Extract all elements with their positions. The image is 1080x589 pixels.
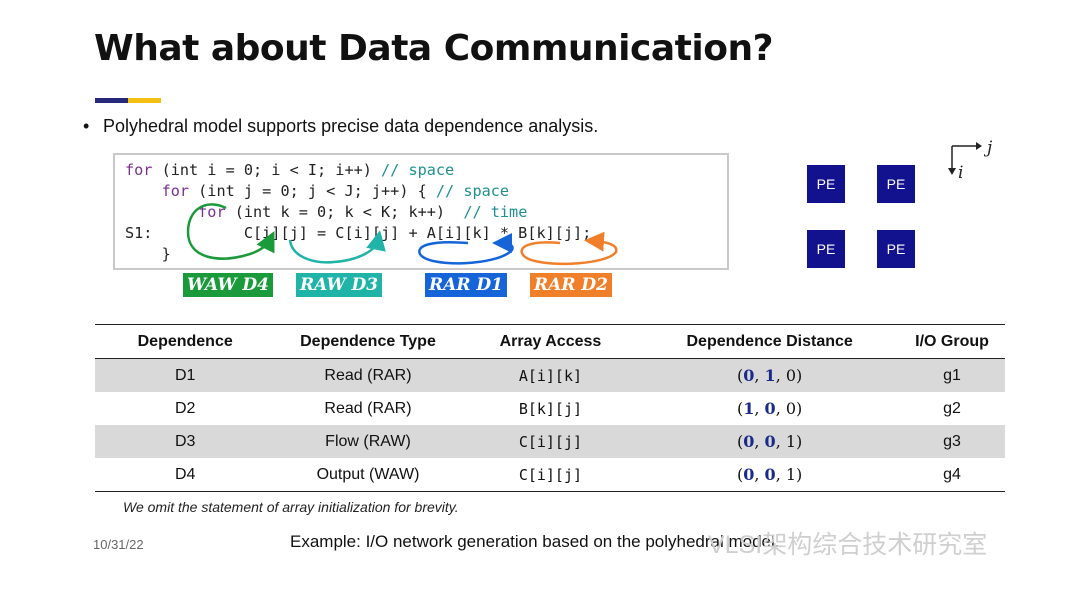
bullet-dot: • [83,116,90,136]
cell-dependence: D2 [174,399,196,417]
cell-type: Flow (RAW) [275,425,461,458]
cell-io-group: g2 [943,399,961,417]
code-comment: // time [463,203,528,221]
code-line-4: S1: C[i][j] = C[i][j] + A[i][k] * B[k][j… [125,224,592,242]
slide-title: What about Data Communication? [94,28,773,69]
code-line-2: (int j = 0; j < J; j++) { [189,182,436,200]
slide-caption: Example: I/O network generation based on… [290,532,780,551]
code-block: for (int i = 0; i < I; i++) // space for… [113,153,729,270]
code-line-3: (int k = 0; k < K; k++) [225,203,464,221]
code-line-5: } [125,245,171,263]
footnote: We omit the statement of array initializ… [123,499,459,515]
bullet-text: Polyhedral model supports precise data d… [103,116,599,136]
header-dependence-type: Dependence Type [275,324,461,359]
cell-type: Output (WAW) [275,458,461,492]
header-dependence-distance: Dependence Distance [640,324,900,359]
pe-block: PE [807,230,845,268]
cell-io-group: g3 [899,425,1005,458]
table-row: D1 Read (RAR) A[i][k] (0, 1, 0) g1 [95,358,1005,392]
pe-block: PE [877,230,915,268]
code-line-1: (int i = 0; i < I; i++) [152,161,382,179]
dep-label-rar-d1: RAR D1 [425,273,507,297]
cell-access: C[i][j] [460,458,641,492]
table-row: D2 Read (RAR) B[k][j] (1, 0, 0) g2 [95,392,1005,425]
code-comment: // space [435,182,510,200]
cell-access: A[i][k] [460,358,641,392]
pe-block: PE [877,165,915,203]
code-comment: // space [381,161,455,179]
table-row: D4 Output (WAW) C[i][j] (0, 0, 1) g4 [95,458,1005,492]
cell-distance: (1, 0, 0) [736,399,803,418]
cell-distance: (0, 0, 1) [640,458,900,492]
cell-distance: (0, 1, 0) [640,358,900,392]
code-keyword: for [198,203,226,221]
cell-distance: (0, 0, 1) [640,425,900,458]
cell-io-group: g1 [899,358,1005,392]
slide-date: 10/31/22 [93,537,144,552]
watermark: VLSI架构综合技术研究室 [708,531,988,559]
dep-label-raw-d3: RAW D3 [296,273,383,297]
dep-label-rar-d2: RAR D2 [530,273,612,297]
dep-label-waw-d4: WAW D4 [183,273,273,297]
pe-block: PE [807,165,845,203]
cell-type: Read (RAR) [324,399,412,417]
title-underline-blue [95,98,128,103]
dependence-table: Dependence Dependence Type Array Access … [95,324,1005,492]
cell-dependence: D3 [95,425,276,458]
axis-label-i: i [958,163,964,183]
cell-dependence: D4 [95,458,276,492]
code-listing: for (int i = 0; i < I; i++) // space for… [125,160,591,265]
header-dependence: Dependence [95,324,276,359]
table-header-row: Dependence Dependence Type Array Access … [95,324,1005,359]
header-array-access: Array Access [460,324,641,359]
cell-io-group: g4 [899,458,1005,492]
cell-type: Read (RAR) [275,358,461,392]
axis-arrow-i-head [948,168,956,175]
code-keyword: for [161,182,190,200]
cell-access: B[k][j] [518,399,583,418]
code-keyword: for [125,161,153,179]
title-underline-gold [128,98,161,103]
cell-dependence: D1 [95,358,276,392]
axis-arrow-j-head [976,142,982,150]
axis-label-j: j [987,138,993,158]
header-io-group: I/O Group [899,324,1005,359]
table-row: D3 Flow (RAW) C[i][j] (0, 0, 1) g3 [95,425,1005,458]
cell-access: C[i][j] [460,425,641,458]
